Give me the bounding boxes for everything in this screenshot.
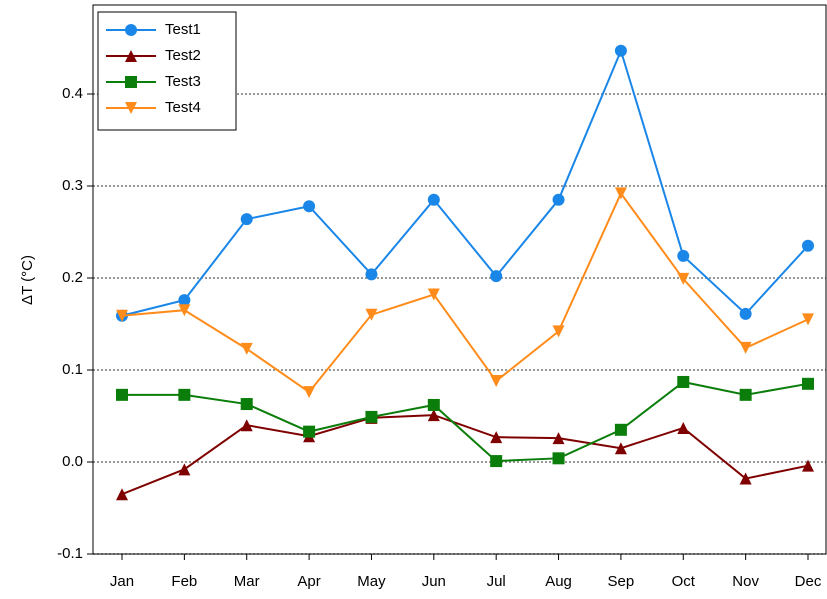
marker bbox=[614, 442, 627, 455]
legend-box bbox=[97, 11, 237, 131]
marker bbox=[739, 472, 752, 485]
x-tick-label: Jan bbox=[110, 573, 134, 590]
legend: Test1 Test2 Test3 Test4 bbox=[97, 11, 237, 131]
marker bbox=[365, 268, 378, 281]
marker bbox=[240, 342, 253, 355]
marker bbox=[802, 313, 814, 326]
marker bbox=[125, 102, 137, 114]
legend-label: Test1 bbox=[165, 21, 201, 38]
marker bbox=[677, 421, 690, 434]
y-tick-label: -0.1 bbox=[57, 545, 83, 562]
marker bbox=[125, 24, 137, 36]
marker bbox=[116, 488, 128, 501]
marker bbox=[365, 308, 378, 321]
marker bbox=[178, 463, 191, 476]
plot-frame bbox=[92, 4, 827, 555]
series-line bbox=[121, 191, 809, 394]
marker bbox=[677, 249, 690, 262]
marker bbox=[178, 304, 191, 317]
x-tick-label: May bbox=[357, 573, 386, 590]
marker bbox=[677, 375, 690, 388]
marker bbox=[240, 398, 253, 411]
y-tick-label: 0.0 bbox=[62, 453, 83, 470]
marker bbox=[739, 388, 752, 401]
x-tick-label: Dec bbox=[795, 573, 822, 590]
marker bbox=[490, 431, 503, 444]
marker bbox=[125, 50, 137, 62]
marker bbox=[552, 432, 565, 445]
marker bbox=[125, 76, 137, 88]
x-tick-label: Nov bbox=[732, 573, 759, 590]
marker bbox=[240, 419, 253, 432]
y-tick-label: 0.2 bbox=[62, 269, 83, 286]
marker bbox=[490, 375, 503, 388]
legend-label: Test4 bbox=[165, 99, 201, 116]
marker bbox=[365, 410, 378, 423]
x-tick-label: Feb bbox=[171, 573, 197, 590]
marker bbox=[802, 459, 814, 472]
marker bbox=[802, 377, 814, 390]
marker bbox=[614, 187, 627, 200]
marker bbox=[240, 213, 253, 226]
x-tick-label: Oct bbox=[672, 573, 696, 590]
series-line bbox=[121, 47, 809, 317]
y-tick-label: 0.4 bbox=[62, 85, 83, 102]
marker bbox=[739, 341, 752, 354]
marker bbox=[552, 452, 565, 465]
y-tick-label: 0.1 bbox=[62, 361, 83, 378]
marker bbox=[427, 288, 440, 301]
marker bbox=[303, 386, 316, 399]
marker bbox=[739, 307, 752, 320]
marker bbox=[303, 200, 316, 213]
marker bbox=[552, 325, 565, 338]
marker bbox=[427, 398, 440, 411]
x-tick-label: Jul bbox=[487, 573, 506, 590]
series-line bbox=[121, 414, 809, 496]
marker bbox=[178, 294, 191, 307]
marker bbox=[614, 44, 627, 57]
x-tick-label: Apr bbox=[297, 573, 320, 590]
marker bbox=[303, 425, 316, 438]
legend-label: Test2 bbox=[165, 47, 201, 64]
x-tick-label: Jun bbox=[422, 573, 446, 590]
marker bbox=[427, 193, 440, 206]
marker bbox=[490, 270, 503, 283]
marker bbox=[802, 239, 814, 252]
marker bbox=[116, 388, 128, 401]
marker bbox=[552, 193, 565, 206]
legend-label: Test3 bbox=[165, 73, 201, 90]
marker bbox=[116, 309, 128, 322]
y-axis-label: ΔT (°C) bbox=[19, 255, 36, 305]
marker bbox=[490, 455, 503, 468]
marker bbox=[677, 272, 690, 285]
series-line bbox=[122, 380, 809, 463]
x-tick-label: Sep bbox=[608, 573, 635, 590]
marker bbox=[178, 388, 191, 401]
x-tick-label: Mar bbox=[234, 573, 260, 590]
x-tick-label: Aug bbox=[545, 573, 572, 590]
marker bbox=[614, 423, 627, 436]
y-tick-label: 0.3 bbox=[62, 177, 83, 194]
marker bbox=[427, 409, 440, 422]
